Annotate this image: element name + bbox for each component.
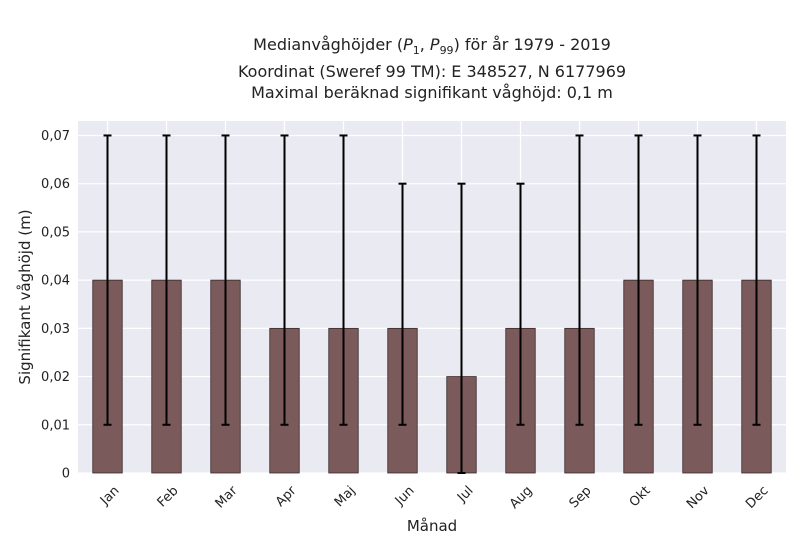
y-tick-label: 0 [62, 467, 70, 482]
title-line-1-prefix: Medianvåghöjder ( [253, 35, 404, 54]
error-bar-jan [103, 134, 112, 426]
x-axis-label: Månad [407, 517, 457, 535]
title-line-2: Koordinat (Sweref 99 TM): E 348527, N 61… [237, 62, 627, 82]
title-line-3: Maximal beräknad signifikant våghöjd: 0,… [251, 83, 613, 103]
y-tick-label: 0,01 [41, 418, 70, 433]
x-tick-label: Sep [567, 483, 595, 511]
y-tick-label: 0,02 [41, 370, 70, 385]
error-bar-dec [752, 134, 761, 426]
error-bars [103, 134, 761, 474]
title-p-low-symbol: P [403, 35, 413, 54]
error-bar-mar [221, 134, 230, 426]
error-bar-jul [457, 182, 466, 474]
title-separator: , [419, 35, 430, 54]
x-tick-label: Jan [97, 483, 122, 508]
y-tick-label: 0,04 [41, 274, 70, 289]
y-tick-label: 0,07 [41, 129, 70, 144]
x-tick-label: Jul [454, 483, 476, 505]
plot-area [78, 121, 786, 473]
title-p-high-symbol: P [429, 35, 440, 54]
y-tick-label: 0,06 [41, 177, 70, 192]
x-tick-label: Dec [743, 483, 771, 511]
error-bar-aug [516, 182, 525, 426]
x-tick-labels: Jan Feb Mar Apr Maj Jun Jul Aug Sep Okt Nov Dec [97, 483, 771, 512]
error-bar-sep [575, 134, 584, 426]
error-bar-jun [398, 182, 407, 426]
y-tick-label: 0,03 [41, 322, 70, 337]
error-bar-apr [280, 134, 289, 426]
error-bar-feb [162, 134, 171, 426]
x-tick-label: Feb [155, 483, 182, 510]
title-line-1: Medianvåghöjder (P1, P99) för år 1979 - … [78, 34, 786, 61]
x-tick-label: Apr [273, 483, 300, 510]
x-tick-label: Aug [507, 483, 536, 512]
title-p-low-subscript: 1 [412, 44, 420, 58]
y-tick-labels: 0 0,01 0,02 0,03 0,04 0,05 0,06 0,07 [41, 129, 70, 482]
x-tick-label: Mar [213, 483, 241, 511]
error-bar-okt [634, 134, 643, 426]
title-line-1-suffix: ) för år 1979 - 2019 [453, 35, 611, 54]
x-tick-label: Jun [392, 483, 418, 509]
y-axis-label: Signifikant våghöjd (m) [16, 209, 34, 384]
y-tick-label: 0,05 [41, 225, 70, 240]
error-bar-nov [693, 134, 702, 426]
title-p-high-subscript: 99 [439, 44, 454, 58]
chart-title: Medianvåghöjder (P1, P99) för år 1979 - … [78, 34, 786, 103]
x-tick-label: Okt [627, 483, 654, 510]
x-tick-label: Maj [332, 483, 359, 510]
error-bar-maj [339, 134, 348, 426]
x-tick-label: Nov [684, 483, 713, 512]
